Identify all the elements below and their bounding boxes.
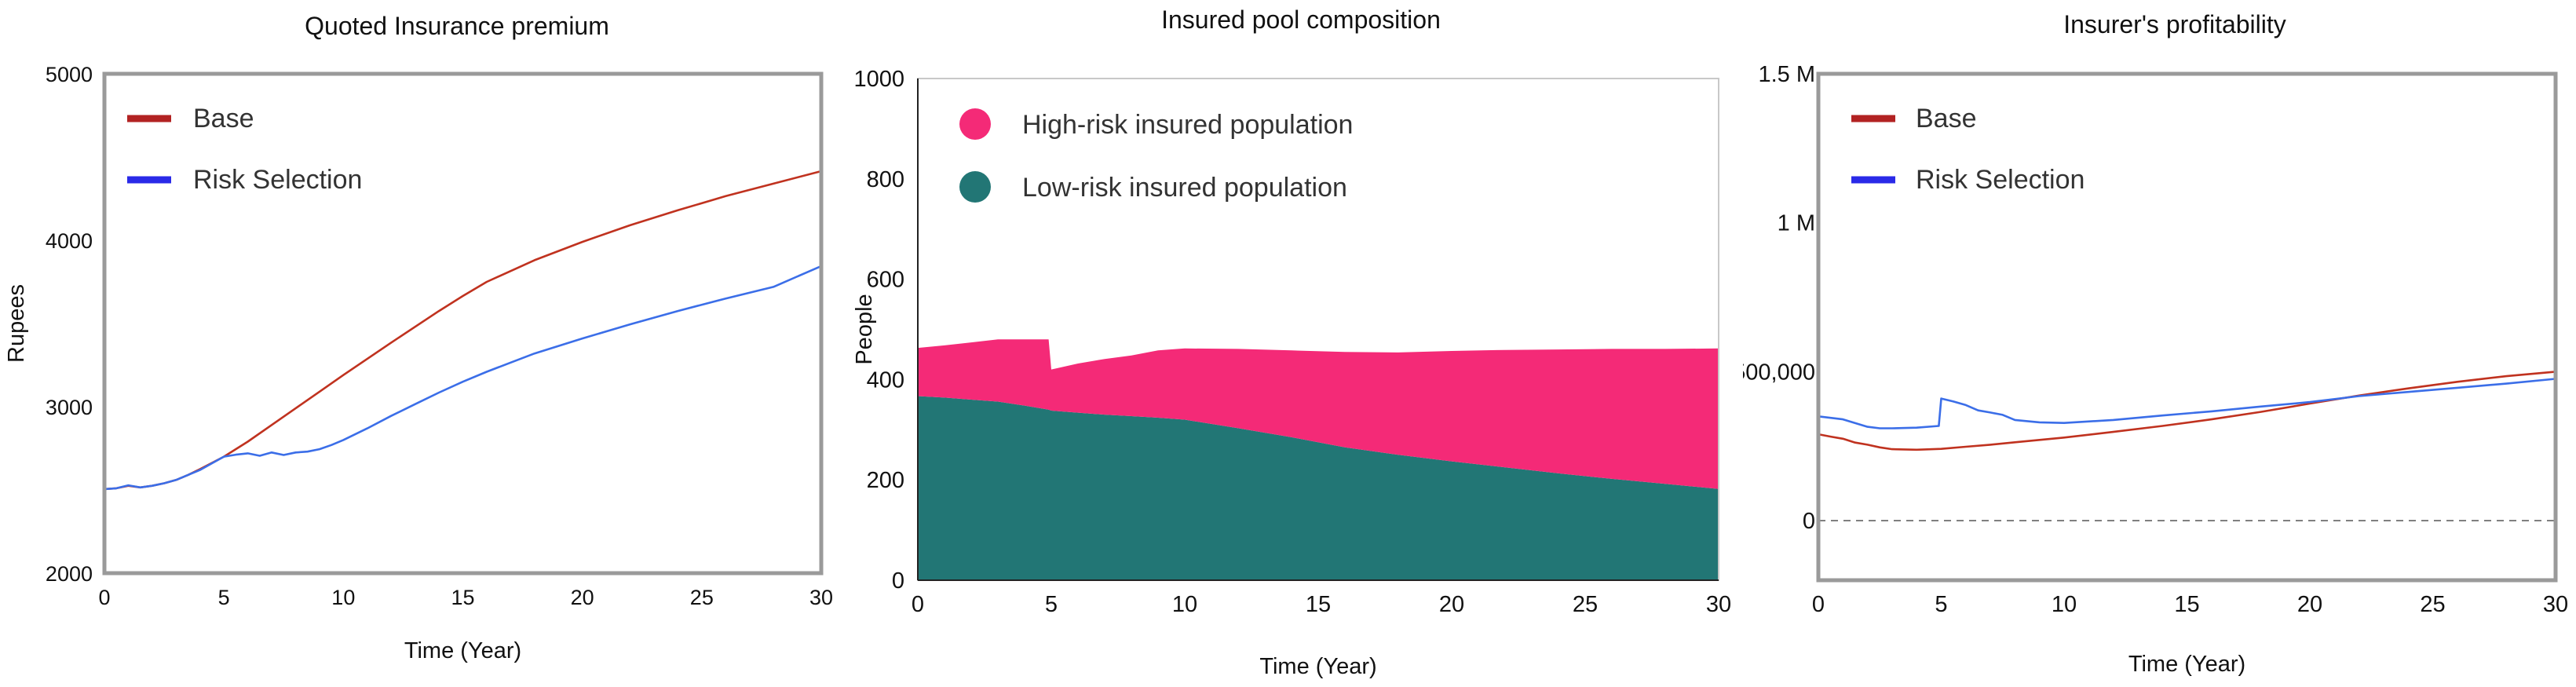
y-tick-label: 4000 — [46, 229, 93, 253]
chart-title: Insurer's profitability — [2063, 10, 2286, 38]
legend-label-1: Risk Selection — [1916, 165, 2085, 195]
legend-label-0: Base — [193, 104, 254, 133]
x-tick-label: 20 — [2297, 592, 2322, 617]
y-axis-label: Rupees — [4, 284, 29, 363]
x-tick-label: 20 — [1439, 592, 1464, 617]
x-axis-label: Time (Year) — [1259, 654, 1376, 679]
x-axis-label: Time (Year) — [404, 638, 521, 663]
x-tick-label: 0 — [98, 586, 110, 609]
pool-composition-chart: Insured pool composition 0 5 10 15 20 25 30 0 200… — [852, 5, 1731, 679]
legend-label-1: High-risk insured population — [1022, 110, 1353, 140]
line-series-0 — [104, 170, 822, 491]
x-tick-label: 15 — [2174, 592, 2199, 617]
x-tick-label: 30 — [2543, 592, 2568, 617]
y-tick-label: 5000 — [46, 63, 93, 86]
line-series-1 — [1818, 378, 2556, 429]
x-tick-label: 25 — [2420, 592, 2445, 617]
premium-chart: Quoted Insurance premium 0 5 10 15 20 25 30 2000… — [4, 12, 833, 663]
x-tick-label: 25 — [690, 586, 714, 609]
y-tick-label: 3000 — [46, 396, 93, 419]
y-axis-label: People — [852, 294, 877, 364]
profitability-chart: Insurer's profitability 0 5 10 15 20 25 30 0 500,… — [1743, 10, 2568, 677]
x-tick-label: 25 — [1573, 592, 1598, 617]
x-tick-label: 30 — [1706, 592, 1731, 617]
x-tick-label: 10 — [331, 586, 355, 609]
x-tick-label: 15 — [451, 586, 474, 609]
x-tick-label: 5 — [1045, 592, 1058, 617]
y-tick-label: 400 — [867, 367, 904, 393]
line-series-0 — [1818, 371, 2556, 451]
x-tick-label: 0 — [912, 592, 924, 617]
x-tick-label: 5 — [1935, 592, 1947, 617]
x-tick-label: 15 — [1306, 592, 1331, 617]
x-tick-label: 20 — [571, 586, 594, 609]
y-tick-label: 1 M — [1778, 211, 1815, 236]
y-tick-label: 1000 — [853, 67, 904, 92]
y-tick-label: 500,000 — [1743, 360, 1815, 385]
x-tick-label: 30 — [809, 586, 833, 609]
x-tick-label: 5 — [218, 586, 230, 609]
y-tick-label: 2000 — [46, 562, 93, 586]
y-tick-label: 0 — [1803, 509, 1815, 534]
x-tick-label: 10 — [1172, 592, 1197, 617]
legend-swatch-1 — [959, 108, 991, 140]
y-tick-label: 200 — [867, 468, 904, 493]
legend-label-1: Risk Selection — [193, 165, 362, 195]
legend-label-0: Low-risk insured population — [1022, 173, 1347, 203]
y-tick-label: 0 — [892, 568, 904, 594]
line-series-1 — [104, 265, 822, 491]
y-tick-label: 1.5 M — [1758, 62, 1815, 87]
y-tick-label: 600 — [867, 268, 904, 293]
area-series-0 — [918, 396, 1719, 580]
legend-label-0: Base — [1916, 104, 1977, 133]
legend-swatch-0 — [959, 171, 991, 203]
y-tick-label: 800 — [867, 167, 904, 192]
plot-frame — [102, 71, 824, 576]
chart-title: Quoted Insurance premium — [305, 12, 609, 40]
x-axis-label: Time (Year) — [2128, 652, 2245, 677]
area-series-1 — [918, 339, 1719, 489]
x-tick-label: 0 — [1812, 592, 1825, 617]
plot-frame — [1816, 71, 2558, 583]
x-tick-label: 10 — [2052, 592, 2077, 617]
chart-title: Insured pool composition — [1161, 5, 1441, 34]
